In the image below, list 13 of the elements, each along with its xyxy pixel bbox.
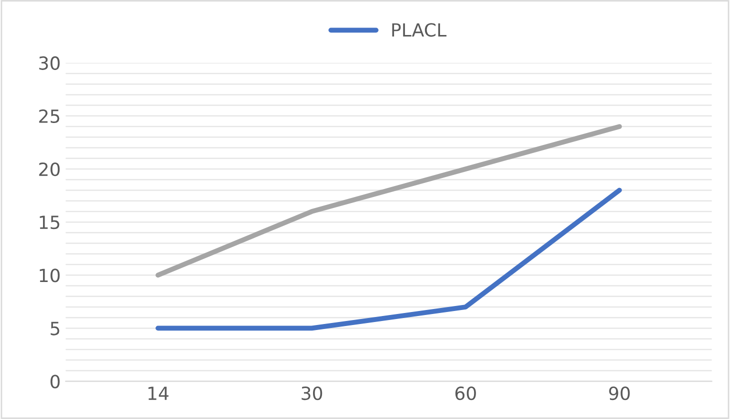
y-tick-label: 30 [39, 56, 60, 70]
x-tick-label: 90 [609, 386, 630, 400]
legend-label: PLACL [392, 23, 446, 37]
x-tick-label: 30 [302, 386, 322, 400]
y-tick-label: 0 [50, 374, 60, 388]
line-series [156, 124, 622, 278]
x-tick-label: 60 [455, 386, 476, 400]
y-tick-label: 25 [39, 109, 60, 124]
y-tick-label: 20 [39, 162, 60, 176]
x-tick-label: 14 [148, 386, 168, 400]
y-tick-label: 5 [50, 322, 60, 336]
y-tick-label: 15 [40, 216, 60, 230]
y-tick-label: 10 [40, 268, 60, 282]
